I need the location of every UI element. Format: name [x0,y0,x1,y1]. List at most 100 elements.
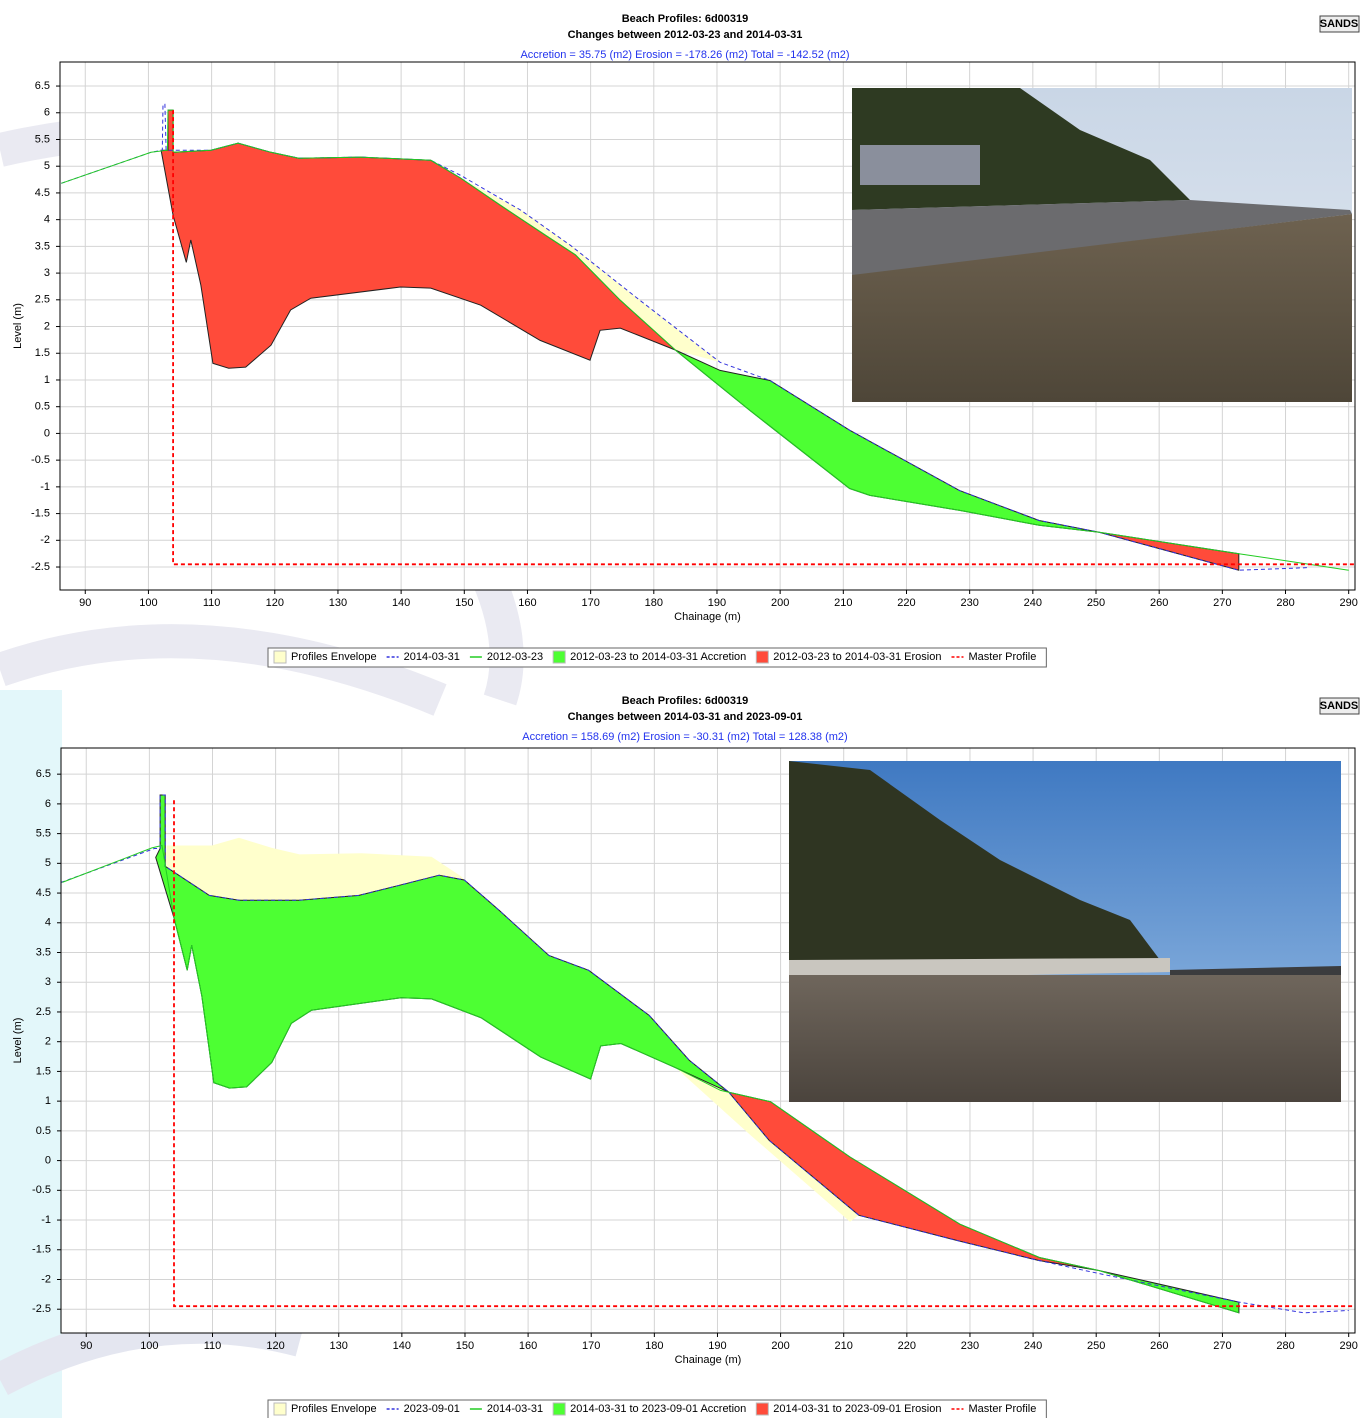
x-tick-label: 130 [329,597,347,609]
x-tick-label: 210 [834,597,852,609]
y-tick-label: 5.5 [36,828,51,840]
badge: SANDS [1320,18,1359,30]
y-tick-label: 6 [45,798,51,810]
y-tick-label: 2.5 [36,1006,51,1018]
y-axis-label: Level (m) [12,303,24,349]
y-tick-label: -1 [40,481,50,493]
x-tick-label: 100 [139,597,157,609]
y-tick-label: -2.5 [31,561,50,573]
x-tick-label: 190 [708,597,726,609]
x-tick-label: 140 [392,597,410,609]
x-tick-label: 180 [645,1340,663,1352]
x-axis-label: Chainage (m) [674,611,741,623]
legend-swatch [274,1403,286,1415]
x-tick-label: 210 [835,1340,853,1352]
legend-swatch [756,1403,768,1415]
x-tick-label: 90 [79,597,91,609]
x-tick-label: 290 [1340,1340,1358,1352]
x-tick-label: 230 [960,597,978,609]
legend-label: 2014-03-31 to 2023-09-01 Erosion [773,1403,941,1415]
x-tick-label: 150 [456,1340,474,1352]
x-tick-label: 230 [961,1340,979,1352]
x-tick-label: 270 [1213,1340,1231,1352]
x-tick-label: 240 [1024,597,1042,609]
legend-label: 2012-03-23 to 2014-03-31 Accretion [570,651,746,663]
y-axis-label: Level (m) [12,1018,24,1064]
y-tick-label: 0 [45,1154,51,1166]
legend-label: 2012-03-23 [487,651,543,663]
x-tick-label: 270 [1213,597,1231,609]
y-tick-label: -2 [41,1273,51,1285]
y-tick-label: -0.5 [31,454,50,466]
legend-label: Master Profile [968,651,1036,663]
y-tick-label: 3.5 [36,946,51,958]
x-tick-label: 160 [519,1340,537,1352]
y-tick-label: 4 [45,917,51,929]
y-tick-label: 5 [44,160,50,172]
legend-label: Master Profile [968,1403,1036,1415]
y-tick-label: 6.5 [35,80,50,92]
y-tick-label: 3.5 [35,240,50,252]
y-tick-label: 2.5 [35,294,50,306]
y-tick-label: 1.5 [35,347,50,359]
y-tick-label: 2 [45,1036,51,1048]
photo [789,761,1341,1102]
x-tick-label: 250 [1087,597,1105,609]
x-tick-label: 280 [1276,597,1294,609]
y-tick-label: -0.5 [32,1184,51,1196]
x-tick-label: 110 [204,1340,222,1352]
y-tick-label: -1.5 [31,507,50,519]
y-tick-label: -1 [41,1214,51,1226]
x-tick-label: 120 [266,1340,284,1352]
chart-title: Beach Profiles: 6d00319 [622,13,749,25]
x-tick-label: 130 [330,1340,348,1352]
y-tick-label: 4.5 [35,187,50,199]
legend-swatch [553,1403,565,1415]
x-tick-label: 110 [203,597,221,609]
y-tick-label: 5.5 [35,133,50,145]
legend-swatch [553,651,565,663]
x-tick-label: 170 [582,1340,600,1352]
legend-label: 2014-03-31 [404,651,460,663]
legend-label: 2014-03-31 [487,1403,543,1415]
x-tick-label: 180 [645,597,663,609]
y-tick-label: 1 [45,1095,51,1107]
y-tick-label: 5 [45,857,51,869]
legend-label: 2014-03-31 to 2023-09-01 Accretion [570,1403,746,1415]
y-tick-label: 2 [44,320,50,332]
legend-label: Profiles Envelope [291,1403,377,1415]
x-tick-label: 100 [140,1340,158,1352]
x-tick-label: 260 [1150,597,1168,609]
legend-swatch [274,651,286,663]
annotation: Accretion = 35.75 (m2) Erosion = -178.26… [520,49,849,61]
x-tick-label: 280 [1276,1340,1294,1352]
y-tick-label: -1.5 [32,1244,51,1256]
x-tick-label: 200 [771,1340,789,1352]
chart-subtitle: Changes between 2014-03-31 and 2023-09-0… [568,711,803,723]
legend-label: 2023-09-01 [404,1403,460,1415]
chart-title: Beach Profiles: 6d00319 [622,695,749,707]
x-tick-label: 220 [897,597,915,609]
y-tick-label: 0.5 [36,1125,51,1137]
badge: SANDS [1320,700,1359,712]
x-tick-label: 190 [708,1340,726,1352]
y-tick-label: 4.5 [36,887,51,899]
x-tick-label: 150 [455,597,473,609]
x-tick-label: 140 [393,1340,411,1352]
x-tick-label: 260 [1150,1340,1168,1352]
y-tick-label: 1.5 [36,1065,51,1077]
x-axis-label: Chainage (m) [675,1354,742,1366]
x-tick-label: 120 [266,597,284,609]
y-tick-label: 3 [45,976,51,988]
y-tick-label: 6 [44,107,50,119]
x-tick-label: 240 [1024,1340,1042,1352]
legend-label: Profiles Envelope [291,651,377,663]
y-tick-label: 0.5 [35,401,50,413]
x-tick-label: 160 [518,597,536,609]
y-tick-label: 4 [44,214,50,226]
x-tick-label: 90 [80,1340,92,1352]
x-tick-label: 250 [1087,1340,1105,1352]
y-tick-label: -2 [40,534,50,546]
y-tick-label: 0 [44,427,50,439]
photo [852,88,1352,402]
